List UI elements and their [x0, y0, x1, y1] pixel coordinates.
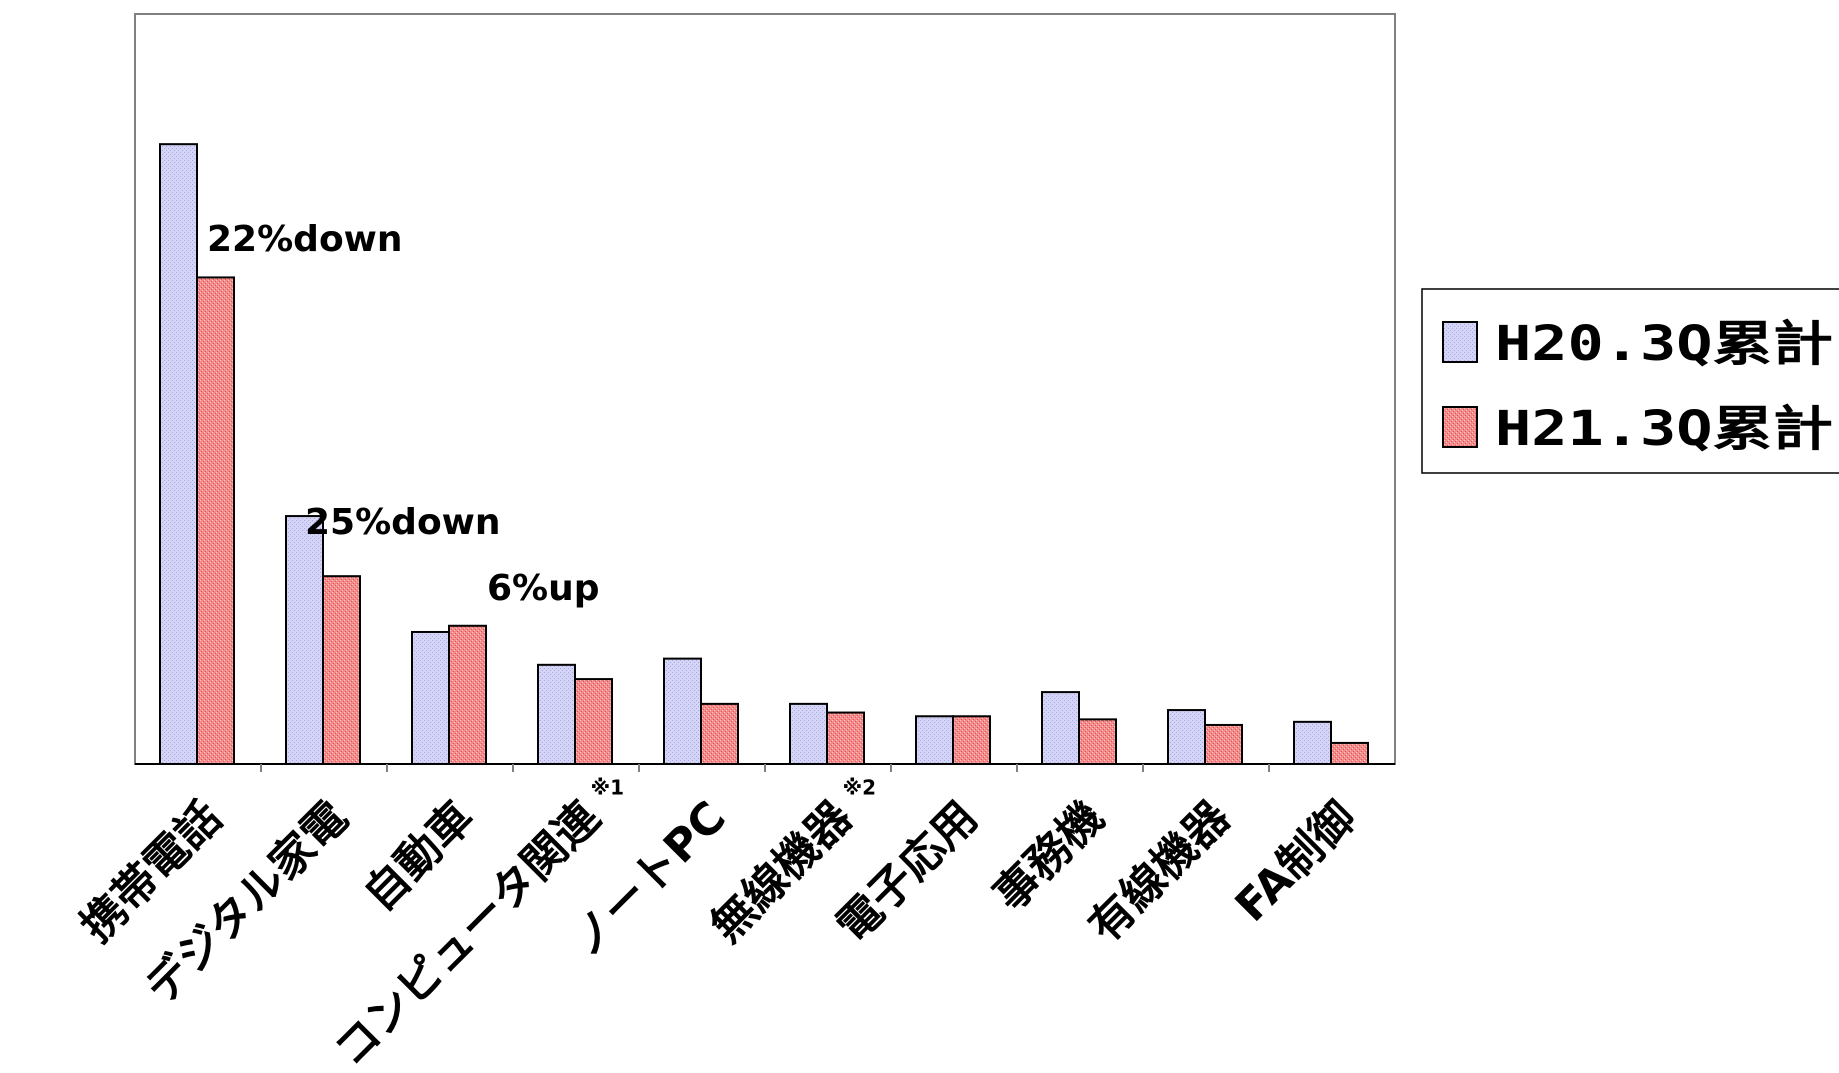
bar-h21-8 — [1204, 723, 1243, 766]
category-label-text: FA制御 — [1226, 792, 1366, 932]
category-note: ※2 — [843, 776, 876, 800]
bars-group — [159, 143, 1369, 766]
annotation-1: 25%down — [305, 502, 501, 543]
legend-swatch-1 — [1442, 406, 1478, 448]
category-label-6: 電子応用 — [827, 792, 988, 953]
bar-h21-2 — [448, 624, 487, 765]
bar-h20-9 — [1293, 720, 1332, 766]
bar-h20-8 — [1167, 709, 1206, 766]
legend-label-0: H20.3Q累計 — [1495, 316, 1833, 372]
category-label-text: 電子応用 — [827, 792, 988, 953]
bar-h20-0 — [159, 143, 198, 765]
bar-h21-9 — [1330, 741, 1369, 765]
bar-h20-3 — [537, 663, 576, 765]
bar-h21-0 — [196, 276, 235, 765]
bar-h21-4 — [700, 702, 739, 766]
annotation-2: 6%up — [487, 568, 600, 609]
bar-h21-1 — [322, 575, 361, 765]
bar-h20-7 — [1041, 691, 1080, 766]
category-label-9: FA制御 — [1226, 792, 1366, 932]
legend: H20.3Q累計 H21.3Q累計 — [1421, 288, 1839, 474]
bar-h21-7 — [1078, 718, 1117, 765]
x-axis-ticks — [260, 764, 1270, 772]
bar-h21-5 — [826, 711, 865, 765]
bar-h21-6 — [952, 715, 991, 765]
bar-h20-2 — [411, 630, 450, 766]
bar-h20-4 — [663, 657, 702, 766]
legend-items: H20.3Q累計 H21.3Q累計 — [1442, 316, 1833, 457]
bar-h21-3 — [574, 678, 613, 765]
legend-label-1: H21.3Q累計 — [1495, 401, 1833, 457]
category-note: ※1 — [591, 776, 624, 800]
bar-h20-1 — [285, 515, 324, 765]
bar-h20-5 — [789, 702, 828, 766]
annotations-group: 22%down 25%down 6%up — [207, 219, 600, 609]
legend-swatch-0 — [1442, 321, 1478, 363]
legend-box — [1421, 288, 1839, 474]
category-label-8: 有線機器 — [1079, 791, 1240, 952]
bar-h20-6 — [915, 715, 954, 765]
annotation-0: 22%down — [207, 219, 403, 260]
category-label-text: 有線機器 — [1079, 791, 1240, 952]
category-labels-group: 携帯電話デジタル家電自動車コンピュータ関連※1ノートPC無線機器※2電子応用事務… — [71, 776, 1366, 1073]
